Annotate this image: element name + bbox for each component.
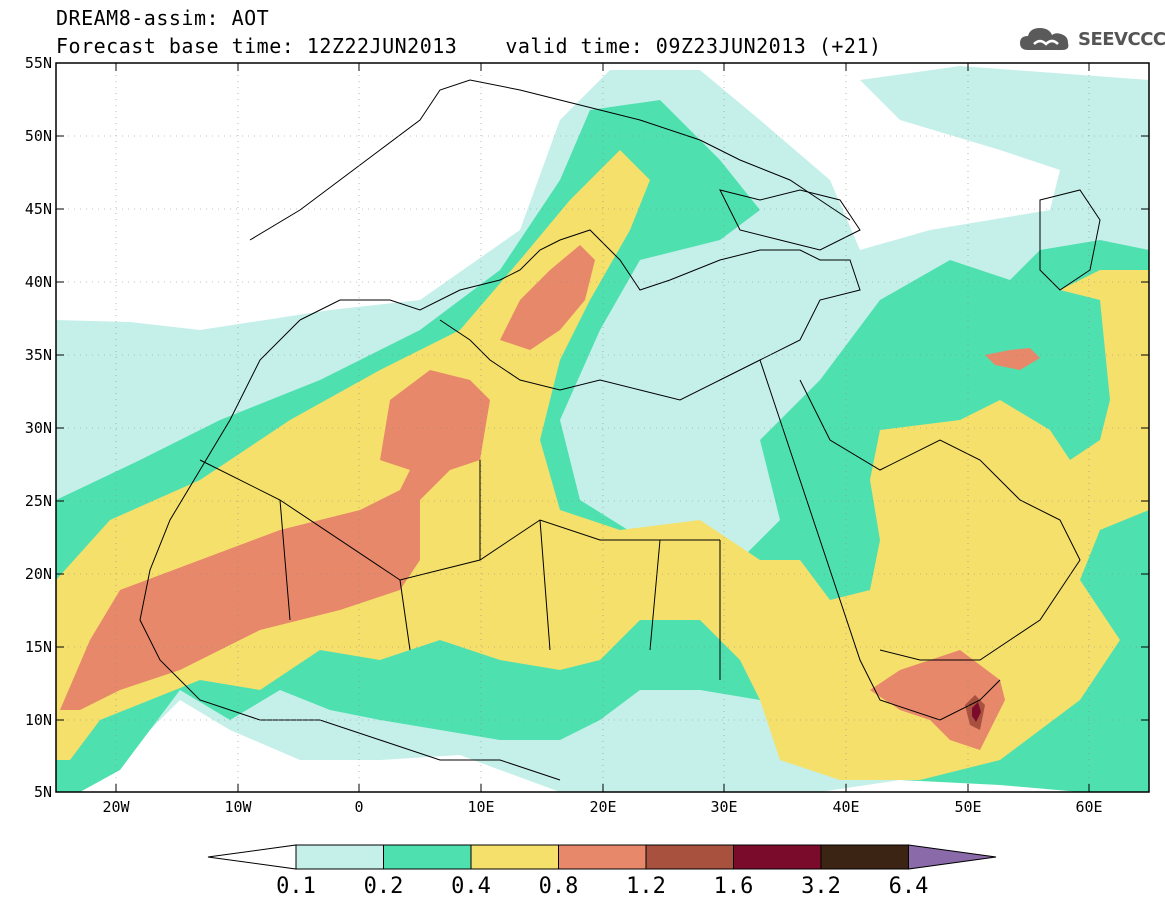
- aot-contour-0.8-adriatic: [500, 245, 595, 350]
- lon-label: 40E: [832, 798, 859, 816]
- lon-label: 10E: [467, 798, 494, 816]
- map-title: DREAM8-assim: AOT: [56, 6, 270, 30]
- red-sea-coast: [759, 359, 1001, 721]
- lon-label: 30E: [710, 798, 737, 816]
- lat-label: 35N: [25, 346, 52, 364]
- colorbar-segment: [470, 844, 559, 870]
- longitude-labels: 20W 10W 0 10E 20E 30E 40E 50E 60E: [102, 798, 1102, 816]
- lon-label: 0: [354, 798, 363, 816]
- colorbar-label: 1.2: [626, 874, 666, 899]
- arabia-coast: [799, 379, 1081, 661]
- mediterranean-coast: [299, 229, 861, 401]
- colorbar-label: 3.2: [801, 874, 841, 899]
- seevccc-logo: SEEVCCC: [1018, 24, 1165, 54]
- colorbar-segment: [820, 844, 909, 870]
- valid-time-label: valid time: 09Z23JUN2013 (+21): [505, 34, 882, 58]
- black-sea-coast: [719, 189, 861, 251]
- colorbar: 0.1 0.2 0.4 0.8 1.2 1.6 3.2 6.4: [207, 844, 997, 899]
- colorbar-label: 0.2: [364, 874, 404, 899]
- lat-label: 50N: [25, 127, 52, 145]
- cloud-icon: [1020, 28, 1069, 50]
- colorbar-segment: [383, 844, 472, 870]
- lon-label: 10W: [224, 798, 252, 816]
- base-time-label: Forecast base time: 12Z22JUN2013: [56, 34, 458, 58]
- lon-label: 20E: [589, 798, 616, 816]
- lat-label: 55N: [25, 54, 52, 72]
- lat-label: 25N: [25, 492, 52, 510]
- colorbar-low-arrow: [207, 844, 297, 870]
- europe-coast: [249, 79, 851, 241]
- colorbar-segment: [733, 844, 822, 870]
- colorbar-segment: [558, 844, 647, 870]
- colorbar-label: 0.4: [451, 874, 491, 899]
- lon-label: 60E: [1075, 798, 1102, 816]
- lat-label: 10N: [25, 711, 52, 729]
- lat-label: 45N: [25, 200, 52, 218]
- logo-text: SEEVCCC: [1078, 28, 1165, 50]
- lon-label: 20W: [102, 798, 130, 816]
- africa-west-coast: [139, 319, 561, 781]
- aot-contour-0.8-gulf: [985, 348, 1040, 370]
- lat-label: 30N: [25, 419, 52, 437]
- aot-contour-0.4: [56, 150, 1149, 780]
- africa-borders: [199, 459, 721, 680]
- colorbar-label: 0.1: [276, 874, 316, 899]
- caspian-coast: [1039, 189, 1101, 291]
- colorbar-label: 6.4: [889, 874, 929, 899]
- colorbar-segment: [645, 844, 734, 870]
- lat-label: 40N: [25, 273, 52, 291]
- colorbar-high-arrow: [908, 844, 997, 870]
- axis-ticks: [56, 62, 1149, 793]
- latitude-labels: 55N 50N 45N 40N 35N 30N 25N 20N 15N 10N …: [25, 54, 52, 801]
- aot-contours: [56, 63, 1149, 792]
- colorbar-segment: [295, 844, 384, 870]
- graticule: [56, 63, 1149, 792]
- colorbar-label: 1.6: [714, 874, 754, 899]
- lat-label: 5N: [34, 783, 52, 801]
- country-borders: [139, 79, 1101, 781]
- aot-contour-1.6-somalia: [972, 702, 981, 722]
- lon-label: 50E: [954, 798, 981, 816]
- lat-label: 20N: [25, 565, 52, 583]
- lat-label: 15N: [25, 638, 52, 656]
- colorbar-label: 0.8: [539, 874, 579, 899]
- forecast-times: Forecast base time: 12Z22JUN2013 valid ti…: [56, 34, 882, 58]
- aot-contour-0.8: [60, 370, 490, 710]
